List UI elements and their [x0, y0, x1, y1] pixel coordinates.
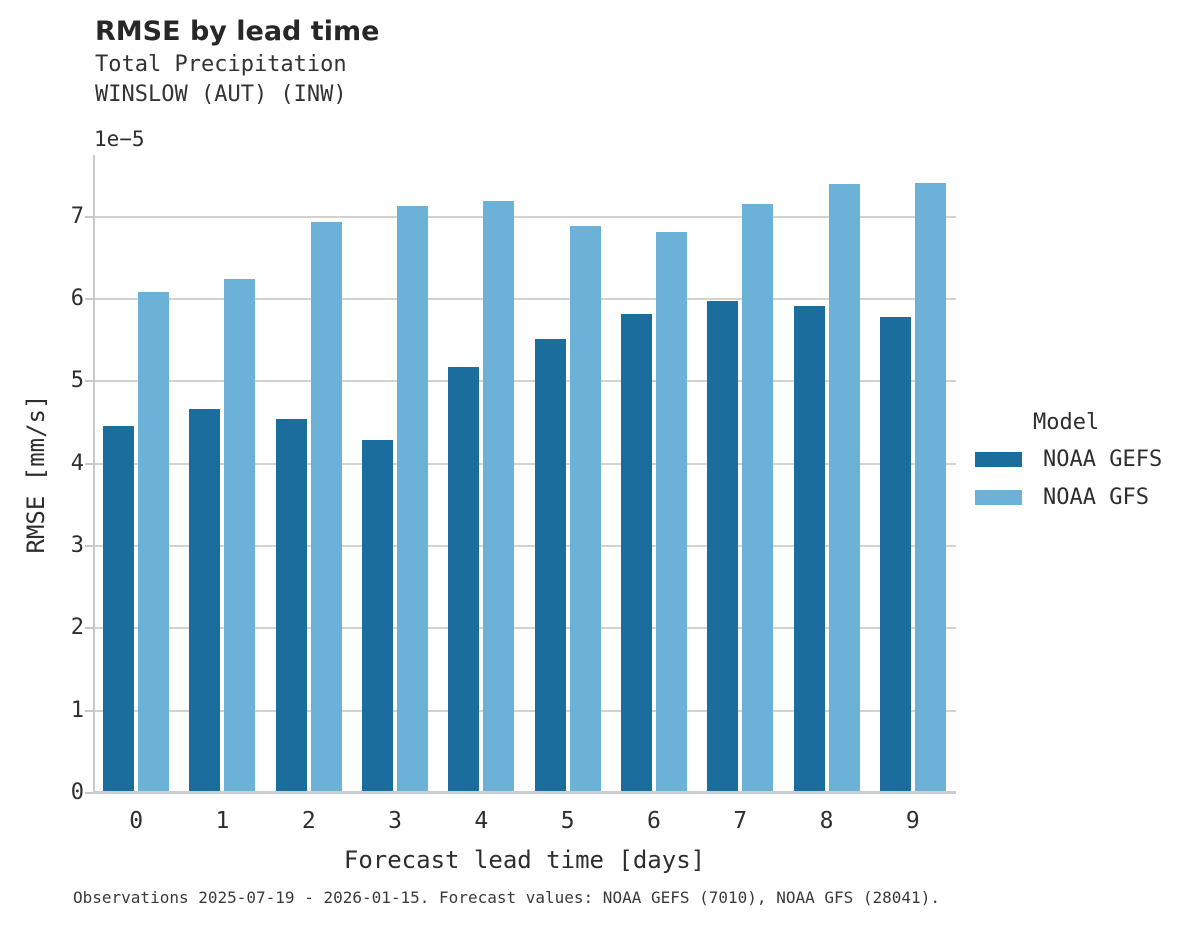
bar-noaa-gfs-day-7	[742, 203, 774, 793]
legend-swatch	[975, 452, 1022, 467]
x-tick-label-3: 3	[388, 808, 402, 834]
legend-swatch	[975, 490, 1022, 505]
bar-group-day-1	[179, 155, 265, 793]
y-tick-7	[85, 215, 93, 218]
bar-noaa-gefs-day-7	[707, 300, 739, 793]
bar-group-day-0	[93, 155, 179, 793]
y-tick-4	[85, 462, 93, 465]
legend-entry-noaa-gefs: NOAA GEFS	[975, 447, 1162, 472]
y-tick-label-2: 2	[70, 615, 84, 641]
gridline-y-4	[93, 462, 956, 465]
bars-row	[93, 155, 956, 793]
legend-label: NOAA GEFS	[1043, 447, 1163, 472]
bar-noaa-gefs-day-3	[362, 439, 394, 793]
bar-noaa-gefs-day-6	[620, 313, 652, 793]
x-tick-label-5: 5	[560, 808, 575, 834]
y-tick-1	[85, 709, 93, 712]
gridline-y-2	[93, 627, 956, 630]
bar-noaa-gefs-day-9	[879, 317, 911, 793]
x-axis-tick-labels: 0 1 2 3 4 5 6 7 8 9	[93, 808, 956, 834]
gridline-y-6	[93, 298, 956, 301]
bar-noaa-gfs-day-9	[914, 183, 946, 793]
y-tick-label-7: 7	[70, 203, 84, 229]
bar-noaa-gefs-day-1	[189, 408, 221, 793]
bar-group-day-2	[266, 155, 352, 793]
x-tick-label-9: 9	[905, 808, 920, 834]
bar-noaa-gfs-day-3	[397, 206, 429, 793]
bar-group-day-7	[697, 155, 783, 793]
legend: Model NOAA GEFS NOAA GFS	[975, 410, 1162, 523]
bar-group-day-9	[870, 155, 956, 793]
x-tick-label-8: 8	[819, 808, 834, 834]
legend-entry-noaa-gfs: NOAA GFS	[975, 485, 1162, 510]
bar-group-day-5	[524, 155, 610, 793]
chart-subtitle-station: WINSLOW (AUT) (INW)	[95, 82, 347, 107]
y-tick-label-1: 1	[70, 697, 84, 723]
y-tick-5	[85, 380, 93, 383]
bar-noaa-gefs-day-0	[103, 425, 135, 793]
y-tick-label-0: 0	[70, 780, 84, 805]
x-axis-baseline	[93, 791, 956, 794]
footer-caption: Observations 2025-07-19 - 2026-01-15. Fo…	[73, 888, 940, 907]
gridline-y-5	[93, 380, 956, 383]
x-tick-label-1: 1	[215, 808, 230, 834]
bar-noaa-gfs-day-0	[138, 292, 170, 793]
bar-noaa-gfs-day-2	[310, 221, 342, 793]
chart-subtitle-variable: Total Precipitation	[95, 52, 347, 77]
y-tick-3	[85, 545, 93, 548]
y-tick-label-4: 4	[70, 450, 84, 476]
chart-title: RMSE by lead time	[95, 16, 380, 47]
bar-noaa-gefs-day-8	[793, 306, 825, 793]
x-axis-title: Forecast lead time [days]	[343, 846, 706, 874]
y-tick-label-5: 5	[70, 368, 84, 394]
bar-group-day-8	[783, 155, 869, 793]
y-axis-offset-label: 1e−5	[94, 127, 145, 151]
gridline-y-3	[93, 545, 956, 548]
x-tick-label-6: 6	[647, 808, 661, 834]
bar-noaa-gfs-day-1	[224, 279, 256, 793]
bar-noaa-gefs-day-5	[534, 339, 566, 793]
bar-group-day-3	[352, 155, 438, 793]
legend-title: Model	[1033, 410, 1100, 435]
x-tick-label-0: 0	[129, 808, 144, 834]
x-tick-label-2: 2	[301, 808, 316, 834]
bar-noaa-gfs-day-5	[569, 225, 601, 793]
bar-noaa-gfs-day-8	[828, 183, 860, 793]
y-axis-spine	[93, 155, 95, 793]
bar-noaa-gfs-day-4	[483, 201, 515, 793]
bar-noaa-gefs-day-4	[448, 367, 480, 793]
bar-noaa-gfs-day-6	[655, 232, 687, 793]
bar-group-day-4	[438, 155, 524, 793]
y-tick-label-3: 3	[70, 533, 84, 559]
bar-group-day-6	[611, 155, 697, 793]
y-tick-6	[85, 298, 93, 301]
x-tick-label-7: 7	[733, 808, 748, 834]
gridline-y-7	[93, 215, 956, 218]
legend-label: NOAA GFS	[1043, 485, 1149, 510]
plot-area	[85, 155, 956, 794]
y-tick-2	[85, 627, 93, 630]
y-tick-label-6: 6	[70, 286, 84, 312]
x-tick-label-4: 4	[474, 808, 489, 834]
y-tick-0	[85, 792, 93, 794]
gridline-y-1	[93, 709, 956, 712]
bar-noaa-gefs-day-2	[275, 419, 307, 793]
